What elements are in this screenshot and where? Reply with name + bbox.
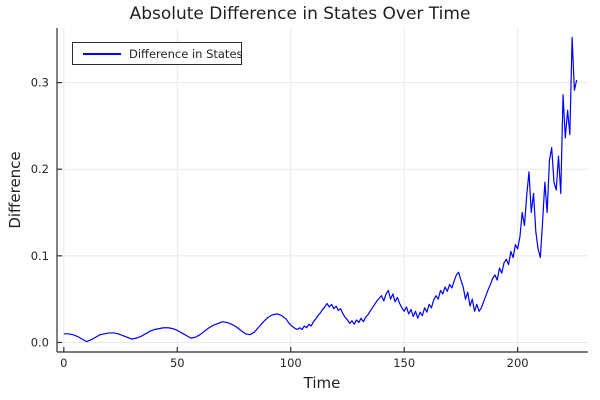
legend-line-swatch <box>83 52 121 55</box>
y-axis-label: Difference <box>6 151 24 229</box>
y-tick-label: 0.1 <box>31 249 49 263</box>
y-tick-label: 0.0 <box>31 335 49 349</box>
x-tick-label: 150 <box>393 356 415 370</box>
y-tick-label: 0.2 <box>31 162 49 176</box>
legend-label: Difference in States <box>129 46 243 61</box>
chart-title: Absolute Difference in States Over Time <box>129 4 471 24</box>
x-tick-label: 50 <box>170 356 185 370</box>
x-axis-label: Time <box>303 374 341 392</box>
legend: Difference in States <box>72 42 243 65</box>
data-line-difference-in-states <box>63 36 578 343</box>
y-tick-label: 0.3 <box>31 76 49 90</box>
x-tick-label: 100 <box>280 356 302 370</box>
x-tick-label: 200 <box>507 356 529 370</box>
x-tick-label: 0 <box>60 356 67 370</box>
